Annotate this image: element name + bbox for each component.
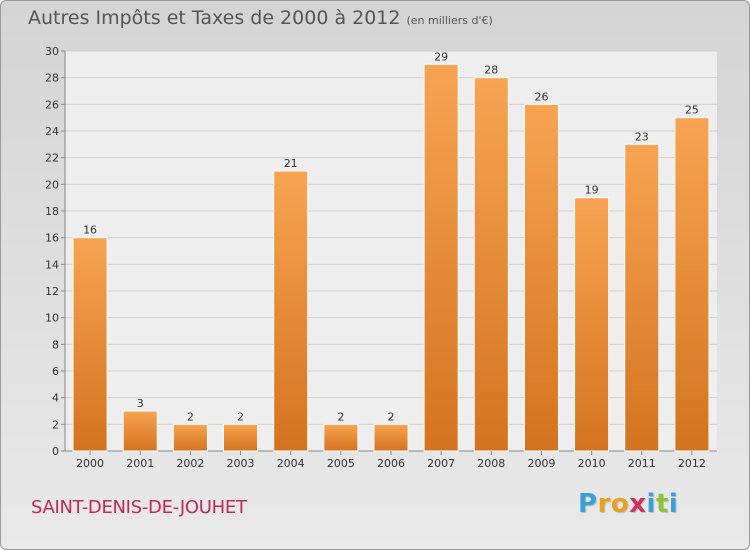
x-tick-label: 2008 [477,457,505,470]
bar [423,63,459,452]
bar [172,423,208,452]
bar-value-label: 16 [83,224,97,237]
x-tick-label: 2006 [377,457,405,470]
bar-value-label: 2 [187,410,194,423]
proxiti-logo: Proxiti [578,489,678,519]
bar [574,197,610,452]
y-tick-label: 18 [45,205,59,218]
x-tick-label: 2005 [327,457,355,470]
y-tick-label: 28 [45,72,59,85]
y-tick-label: 0 [52,445,59,458]
logo-letter: x [629,489,647,519]
bar [624,143,660,452]
x-tick-label: 2012 [678,457,706,470]
logo-letter: i [668,489,679,519]
y-tick-label: 20 [45,178,59,191]
y-tick-label: 14 [45,258,59,271]
bar-value-label: 26 [534,90,548,103]
x-tick-label: 2010 [578,457,606,470]
chart-title-unit: (en milliers d'€) [406,14,493,27]
logo-letter: r [597,489,611,519]
bar [222,423,259,452]
x-tick-label: 2003 [227,457,255,470]
logo-letter: i [646,489,656,519]
x-tick-label: 2000 [76,457,104,470]
bar-value-label: 29 [434,50,448,63]
bar-value-label: 2 [388,410,395,423]
chart-title: Autres Impôts et Taxes de 2000 à 2012 (en… [28,7,493,29]
bar-value-label: 25 [685,104,699,117]
logo-letter: t [655,489,669,519]
bar-value-label: 3 [137,397,144,410]
bar-value-label: 28 [484,64,498,77]
bar [473,77,509,452]
y-tick-label: 16 [45,232,59,245]
y-tick-label: 26 [45,98,59,111]
logo-letter: o [610,489,630,519]
y-tick-label: 30 [45,45,59,58]
y-tick-label: 24 [45,125,59,138]
bar [273,170,309,452]
y-tick-label: 2 [52,418,59,431]
chart-title-main: Autres Impôts et Taxes de 2000 à 2012 [28,7,401,29]
bar [122,410,158,452]
x-tick-label: 2009 [527,457,555,470]
bar [674,117,710,452]
y-tick-label: 8 [52,338,59,351]
plot-area [65,51,717,451]
bar-value-label: 19 [585,184,599,197]
bar [373,423,409,452]
bar-value-label: 21 [284,157,298,170]
x-tick-label: 2001 [126,457,154,470]
bar-value-label: 2 [337,410,344,423]
bar [323,423,359,452]
x-tick-label: 2011 [628,457,656,470]
y-tick-label: 6 [52,365,59,378]
bar [72,237,108,452]
y-tick-label: 22 [45,152,59,165]
y-tick-label: 10 [45,312,59,325]
commune-name: SAINT-DENIS-DE-JOUHET [31,497,247,518]
bar-value-label: 23 [635,130,649,143]
bar-value-label: 2 [237,410,244,423]
y-tick-label: 12 [45,285,59,298]
x-tick-label: 2002 [176,457,204,470]
y-tick-label: 4 [52,392,59,405]
bar [523,103,560,452]
x-tick-label: 2007 [427,457,455,470]
x-tick-label: 2004 [277,457,305,470]
logo-letter: P [578,489,598,519]
